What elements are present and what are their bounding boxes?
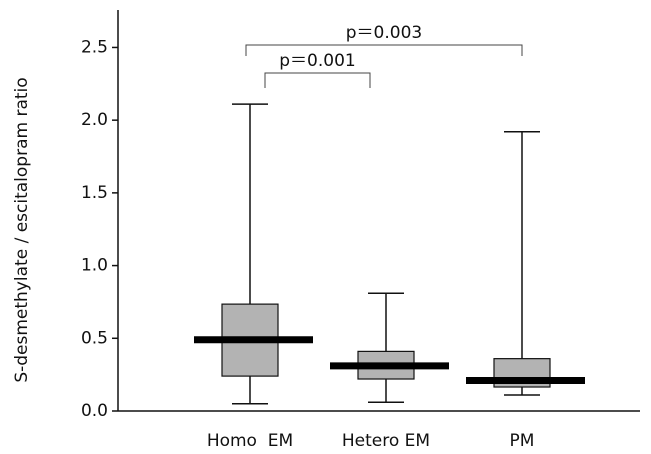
y-tick-label: 2.5 — [81, 37, 108, 57]
annotation: p＝0.003 — [346, 23, 422, 43]
significance-bracket — [245, 44, 523, 56]
x-tick-label: Hetero EM — [342, 431, 430, 451]
y-tick-label: 1.5 — [81, 183, 108, 203]
x-tick-label: PM — [510, 431, 535, 451]
significance-bracket — [264, 72, 371, 88]
annotation: p＝0.001 — [279, 51, 355, 71]
x-tick-label: Homo EM — [207, 431, 293, 451]
y-tick-label: 1.0 — [81, 256, 108, 276]
y-tick-label: 2.0 — [81, 110, 108, 130]
y-tick-label: 0.0 — [81, 401, 108, 421]
y-axis-label: S-desmethylate / escitalopram ratio — [12, 77, 32, 382]
y-tick-label: 0.5 — [81, 328, 108, 348]
